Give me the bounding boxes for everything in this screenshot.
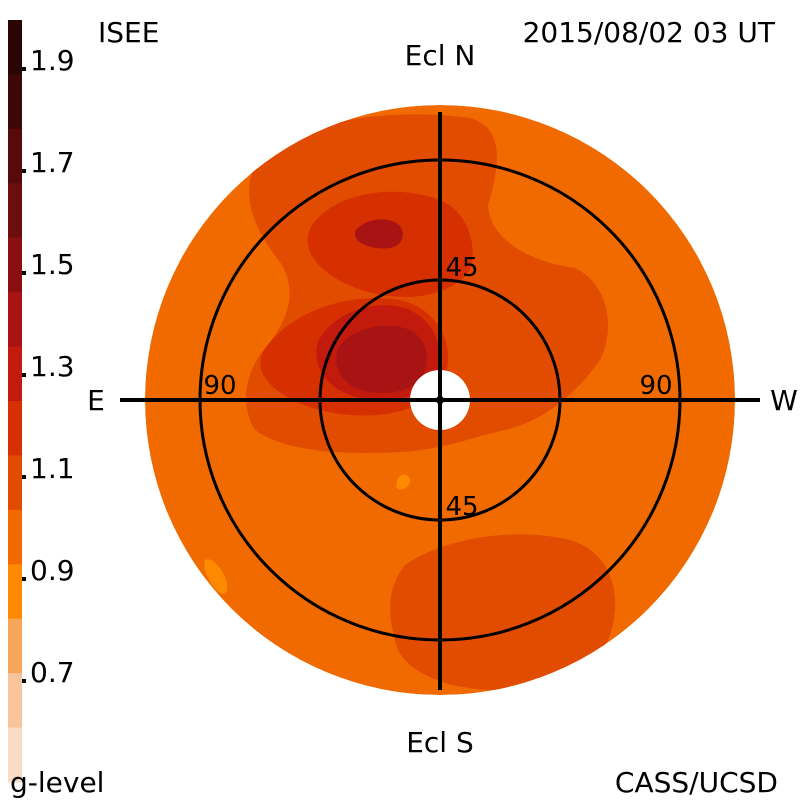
direction-south: Ecl S xyxy=(406,726,474,759)
colorbar-tick-label: 1.5 xyxy=(30,248,75,281)
colorbar-swatch xyxy=(8,509,22,565)
colorbar-tick-mark xyxy=(22,271,26,275)
colorbar-swatch xyxy=(8,20,22,76)
ring-label-outer-east: 90 xyxy=(203,371,236,401)
colorbar-swatch xyxy=(8,74,22,130)
colorbar-tick-mark xyxy=(22,577,26,581)
colorbar-tick-label: 1.3 xyxy=(30,350,75,383)
colorbar-tick-label: 0.9 xyxy=(30,554,75,587)
colorbar-swatch xyxy=(8,237,22,293)
colorbar-swatch xyxy=(8,618,22,674)
ring-label-outer-west: 90 xyxy=(639,371,672,401)
colorbar-swatch xyxy=(8,401,22,457)
ring-label-inner-north: 45 xyxy=(445,253,478,283)
colorbar-swatch xyxy=(8,564,22,620)
colorbar xyxy=(8,20,22,783)
colorbar-tick-label: 0.7 xyxy=(30,656,75,689)
brightness-peak-core xyxy=(336,325,427,393)
colorbar-title: g-level xyxy=(10,766,104,799)
colorbar-tick-label: 1.1 xyxy=(30,452,75,485)
brightness-peak-north xyxy=(354,219,403,249)
colorbar-tick-mark xyxy=(22,679,26,683)
brightness-region-lower xyxy=(390,534,616,691)
direction-east: E xyxy=(87,384,105,417)
org-label: ISEE xyxy=(98,16,159,49)
colorbar-swatch xyxy=(8,673,22,729)
colorbar-swatch xyxy=(8,292,22,348)
timestamp-label: 2015/08/02 03 UT xyxy=(523,16,776,49)
colorbar-tick-mark xyxy=(22,169,26,173)
direction-west: W xyxy=(770,384,798,417)
colorbar-swatch xyxy=(8,128,22,184)
colorbar-ticks: 1.9 1.7 1.5 1.3 1.1 0.9 0.7 xyxy=(22,44,75,689)
colorbar-tick-label: 1.9 xyxy=(30,44,75,77)
direction-north: Ecl N xyxy=(405,39,476,72)
colorbar-swatch xyxy=(8,727,22,783)
colorbar-tick-label: 1.7 xyxy=(30,146,75,179)
colorbar-swatch xyxy=(8,346,22,402)
pale-patch-south xyxy=(396,474,410,490)
ring-label-inner-south: 45 xyxy=(445,492,478,522)
colorbar-tick-mark xyxy=(22,373,26,377)
colorbar-swatch xyxy=(8,183,22,239)
credit-label: CASS/UCSD xyxy=(615,766,778,799)
colorbar-tick-mark xyxy=(22,67,26,71)
colorbar-swatch xyxy=(8,455,22,511)
colorbar-tick-mark xyxy=(22,475,26,479)
pale-patch-east xyxy=(204,559,228,594)
